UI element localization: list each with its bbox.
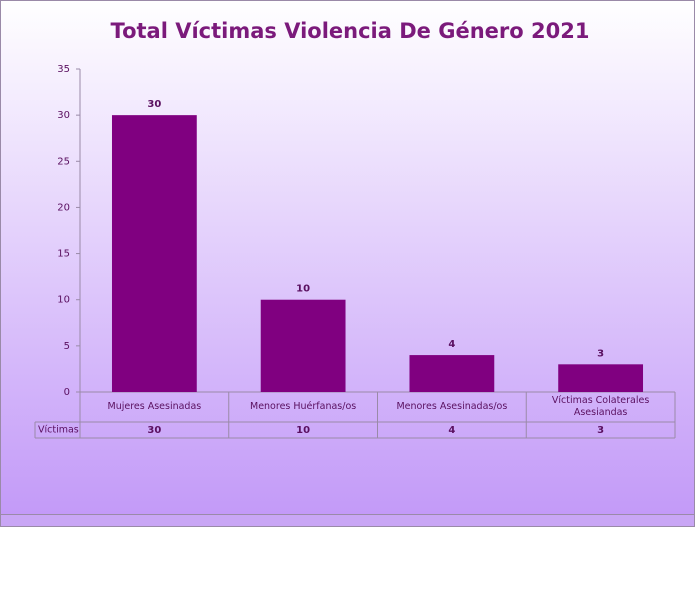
bar — [409, 355, 495, 392]
bar — [260, 299, 346, 392]
data-label: 4 — [448, 339, 455, 350]
y-tick-label: 35 — [57, 64, 70, 75]
y-tick-label: 5 — [64, 341, 70, 352]
x-tick-label: Menores Asesinadas/os — [396, 400, 508, 412]
table-value: 4 — [448, 425, 455, 436]
x-tick-label-box: Menores Asesinadas/os — [396, 400, 508, 412]
table-value: 3 — [597, 425, 604, 436]
y-tick-label: 15 — [57, 249, 70, 260]
x-tick-label-box: Menores Huérfanas/os — [250, 400, 357, 412]
x-tick-label-box: Víctimas Colaterales Asesiandas — [551, 394, 650, 418]
chart-title: Total Víctimas Violencia De Género 2021 — [111, 19, 590, 43]
y-tick-label: 0 — [64, 387, 70, 398]
chart-background — [0, 0, 695, 515]
y-tick-label: 25 — [57, 156, 70, 167]
legend-label: Víctimas — [38, 425, 79, 436]
x-tick-label: Menores Huérfanas/os — [250, 400, 357, 412]
x-tick-label: Mujeres Asesinadas — [107, 400, 202, 412]
y-tick-label: 30 — [57, 110, 70, 121]
y-tick-label: 10 — [57, 295, 70, 306]
chart-footer-strip — [0, 514, 695, 527]
table-value: 10 — [296, 425, 310, 436]
x-tick-label-box: Mujeres Asesinadas — [107, 400, 202, 412]
bar — [558, 364, 644, 392]
y-tick-label: 20 — [57, 202, 70, 213]
x-tick-label: Víctimas Colaterales Asesiandas — [551, 394, 650, 418]
data-label: 3 — [597, 348, 604, 359]
data-label: 10 — [296, 284, 310, 295]
table-value: 30 — [147, 425, 161, 436]
bar — [111, 115, 197, 393]
data-label: 30 — [147, 99, 161, 110]
